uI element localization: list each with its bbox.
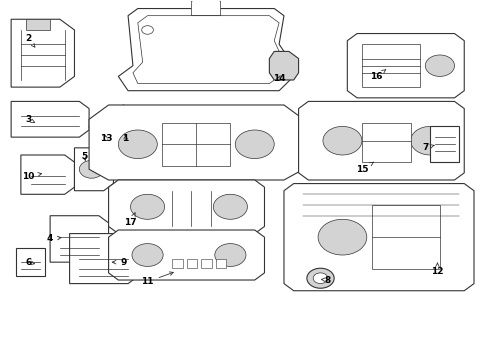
Circle shape: [213, 194, 247, 219]
Polygon shape: [74, 148, 114, 191]
Text: 3: 3: [25, 115, 35, 124]
Circle shape: [318, 219, 367, 255]
Polygon shape: [26, 19, 50, 30]
Circle shape: [425, 55, 455, 76]
Circle shape: [132, 244, 163, 266]
Polygon shape: [347, 33, 464, 98]
Bar: [16, 248, 45, 276]
Text: 15: 15: [356, 162, 373, 174]
Text: 7: 7: [422, 143, 434, 152]
Polygon shape: [114, 105, 138, 148]
Polygon shape: [11, 102, 89, 137]
Text: 13: 13: [100, 134, 112, 143]
Polygon shape: [89, 105, 303, 180]
Text: 14: 14: [273, 74, 285, 83]
Polygon shape: [192, 0, 220, 16]
Circle shape: [118, 130, 157, 158]
Circle shape: [142, 26, 153, 34]
Polygon shape: [270, 51, 298, 80]
Circle shape: [313, 273, 328, 284]
Text: 1: 1: [122, 134, 129, 143]
Circle shape: [411, 126, 450, 155]
Text: 17: 17: [124, 213, 137, 228]
Polygon shape: [89, 119, 114, 144]
Bar: [172, 258, 183, 267]
Polygon shape: [298, 102, 464, 180]
Circle shape: [79, 160, 104, 178]
Text: 5: 5: [81, 152, 87, 161]
Circle shape: [323, 126, 362, 155]
Bar: [430, 126, 460, 162]
Text: 10: 10: [22, 172, 42, 181]
Polygon shape: [50, 216, 109, 262]
Text: 2: 2: [25, 35, 35, 47]
Polygon shape: [284, 184, 474, 291]
Bar: [216, 258, 226, 267]
Circle shape: [130, 194, 165, 219]
Bar: [187, 258, 197, 267]
Polygon shape: [11, 19, 74, 87]
Text: 6: 6: [25, 258, 35, 267]
Circle shape: [235, 130, 274, 158]
Polygon shape: [109, 230, 265, 280]
Bar: [362, 44, 420, 87]
Bar: [372, 205, 440, 269]
Text: 16: 16: [370, 70, 386, 81]
Bar: [362, 123, 411, 162]
Text: 12: 12: [431, 263, 444, 276]
Polygon shape: [21, 155, 74, 194]
Text: 4: 4: [47, 234, 61, 243]
Text: 9: 9: [112, 258, 126, 267]
Bar: [201, 258, 212, 267]
Polygon shape: [70, 234, 138, 284]
Circle shape: [215, 244, 246, 266]
Circle shape: [307, 268, 334, 288]
Polygon shape: [109, 180, 265, 234]
Polygon shape: [118, 9, 294, 91]
Text: 11: 11: [141, 272, 173, 286]
Bar: [162, 123, 230, 166]
Text: 8: 8: [321, 275, 331, 284]
